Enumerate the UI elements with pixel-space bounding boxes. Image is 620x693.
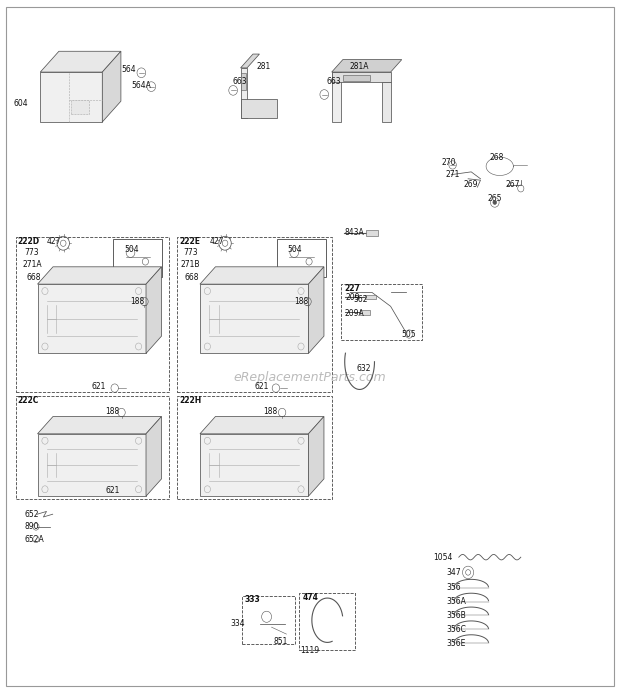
Text: 564: 564 [122,65,136,73]
Polygon shape [332,72,391,82]
Bar [360,310,370,315]
Text: 621: 621 [105,486,120,495]
Polygon shape [102,51,121,122]
Text: 632: 632 [356,365,371,373]
Polygon shape [37,267,161,284]
Bar [71,100,89,114]
Text: 773: 773 [183,249,198,257]
Text: 505: 505 [401,330,416,338]
Bar [177,396,332,499]
Text: 281: 281 [256,62,270,71]
Text: 621: 621 [92,382,106,390]
Text: 427: 427 [210,237,224,245]
Polygon shape [37,284,146,353]
Bar [16,396,169,499]
Text: 851: 851 [273,638,288,646]
Polygon shape [241,68,247,118]
Text: 222H: 222H [180,396,202,405]
Text: 334: 334 [231,620,246,628]
Polygon shape [200,284,309,353]
Bar [16,237,169,392]
Bar [241,73,246,90]
Text: 1119: 1119 [300,646,319,654]
Text: 504: 504 [124,245,139,254]
Bar [113,239,162,277]
Bar [341,284,422,340]
Text: 663: 663 [232,78,247,86]
Text: eReplacementParts.com: eReplacementParts.com [234,371,386,384]
Text: 271A: 271A [22,261,42,269]
Text: 356E: 356E [446,639,466,647]
Text: 222E: 222E [180,237,201,245]
Text: 621: 621 [254,382,268,390]
Bar [177,237,332,392]
Polygon shape [146,267,161,353]
Text: 652A: 652A [25,535,45,543]
Polygon shape [40,72,102,122]
Polygon shape [37,416,161,434]
Text: 604: 604 [14,100,29,108]
Bar [299,593,355,650]
Text: 652: 652 [25,510,39,518]
Polygon shape [146,416,161,496]
Polygon shape [382,82,391,122]
Text: 668: 668 [26,273,40,281]
Polygon shape [200,434,309,496]
Bar [277,239,326,277]
Bar [242,596,294,644]
Polygon shape [309,267,324,353]
Text: 271B: 271B [180,261,200,269]
Text: 356A: 356A [446,597,466,606]
Text: 333: 333 [245,595,260,604]
Text: 269: 269 [464,180,478,188]
Bar [343,75,370,80]
Text: 222D: 222D [17,237,40,245]
Polygon shape [40,51,121,72]
Polygon shape [332,60,402,72]
Text: 474: 474 [303,593,319,602]
Text: 270: 270 [441,158,456,166]
Bar [365,295,376,299]
Polygon shape [200,416,324,434]
Text: 188: 188 [264,407,278,416]
Text: 268: 268 [490,153,504,161]
Text: 188: 188 [105,407,120,416]
Text: 188: 188 [294,297,308,306]
Text: 222C: 222C [17,396,38,405]
Text: 281A: 281A [350,62,369,71]
Polygon shape [200,267,324,284]
Text: 663: 663 [327,78,342,86]
Text: 773: 773 [25,249,40,257]
Text: 504: 504 [288,245,303,254]
Text: 356C: 356C [446,625,466,633]
Text: 227: 227 [344,284,360,292]
Text: 562: 562 [353,295,368,304]
Text: 271: 271 [445,170,459,179]
Text: 265: 265 [488,194,502,202]
Text: 427: 427 [46,237,61,245]
Text: 209A: 209A [344,309,364,317]
Text: 347: 347 [446,568,461,577]
Text: 890: 890 [25,523,39,531]
Polygon shape [332,72,340,122]
Text: 843A: 843A [344,229,364,237]
Polygon shape [241,99,277,118]
Bar [366,230,378,236]
Text: 356: 356 [446,584,461,592]
Polygon shape [309,416,324,496]
Circle shape [493,200,497,204]
Text: 668: 668 [185,273,199,281]
Polygon shape [37,434,146,496]
Text: 267: 267 [505,180,520,188]
Text: 1054: 1054 [433,553,452,561]
Text: 209: 209 [345,294,360,302]
Text: 188: 188 [130,297,144,306]
Polygon shape [241,54,259,68]
Text: 564A: 564A [131,81,151,89]
Text: 356B: 356B [446,611,466,620]
